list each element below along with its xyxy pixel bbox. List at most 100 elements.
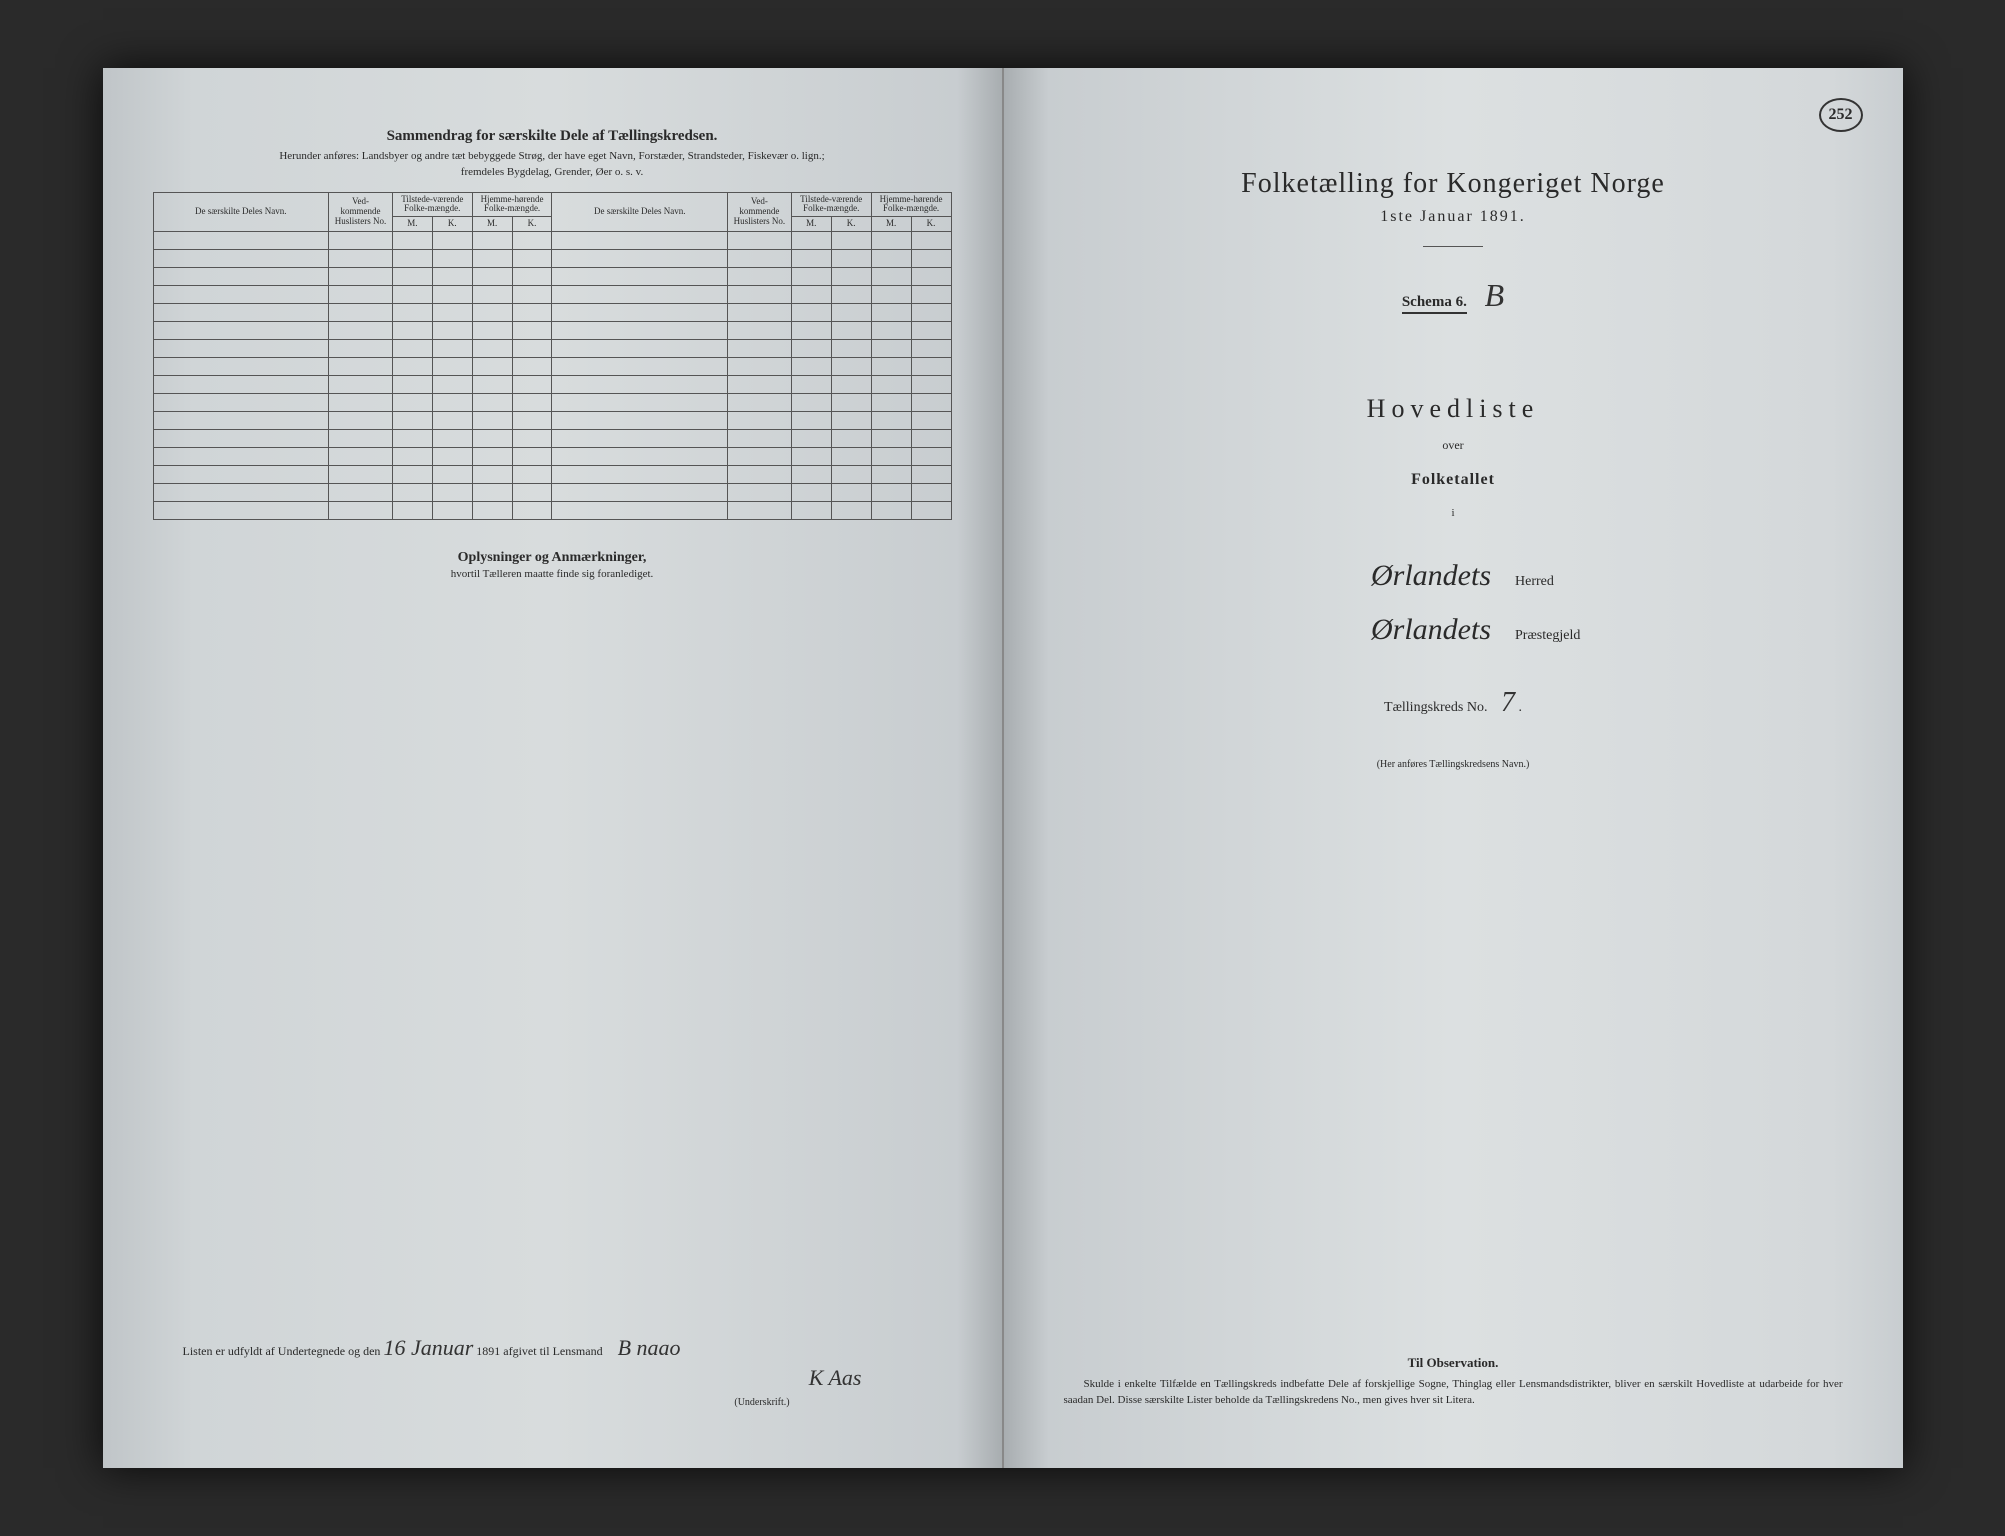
table-cell: [392, 394, 432, 412]
table-cell: [512, 232, 552, 250]
table-cell: [831, 412, 871, 430]
table-cell: [552, 322, 728, 340]
table-cell: [512, 358, 552, 376]
table-cell: [552, 484, 728, 502]
table-header-row-1: De særskilte Deles Navn. Ved-kommende Hu…: [153, 192, 951, 217]
table-cell: [871, 358, 911, 376]
table-cell: [911, 466, 951, 484]
table-cell: [831, 430, 871, 448]
table-cell: [472, 466, 512, 484]
table-cell: [512, 502, 552, 520]
table-cell: [911, 322, 951, 340]
table-cell: [153, 340, 329, 358]
table-cell: [153, 466, 329, 484]
table-cell: [831, 394, 871, 412]
table-cell: [432, 304, 472, 322]
table-cell: [329, 394, 393, 412]
table-cell: [512, 394, 552, 412]
table-row: [153, 232, 951, 250]
table-cell: [392, 412, 432, 430]
table-cell: [392, 484, 432, 502]
table-cell: [911, 340, 951, 358]
table-cell: [791, 466, 831, 484]
table-cell: [552, 304, 728, 322]
table-row: [153, 502, 951, 520]
table-cell: [153, 232, 329, 250]
table-cell: [472, 322, 512, 340]
table-cell: [911, 358, 951, 376]
table-cell: [831, 232, 871, 250]
table-cell: [871, 268, 911, 286]
table-cell: [512, 376, 552, 394]
table-cell: [432, 448, 472, 466]
table-cell: [552, 232, 728, 250]
signature-block: Listen er udfyldt af Undertegnede og den…: [183, 1335, 942, 1408]
main-date: 1ste Januar 1891.: [1054, 208, 1853, 226]
th-name-1: De særskilte Deles Navn.: [153, 192, 329, 232]
table-cell: [728, 502, 792, 520]
table-cell: [472, 340, 512, 358]
th-hjemme-1: Hjemme-hørende Folke-mængde.: [472, 192, 552, 217]
table-cell: [329, 286, 393, 304]
table-cell: [831, 448, 871, 466]
left-page: Sammendrag for særskilte Dele af Tælling…: [103, 68, 1004, 1468]
table-cell: [432, 412, 472, 430]
summary-tbody: [153, 232, 951, 520]
table-cell: [472, 484, 512, 502]
table-row: [153, 430, 951, 448]
table-cell: [512, 412, 552, 430]
table-cell: [392, 304, 432, 322]
table-cell: [472, 412, 512, 430]
table-row: [153, 448, 951, 466]
table-cell: [728, 304, 792, 322]
table-cell: [392, 286, 432, 304]
herred-label: Herred: [1515, 574, 1615, 590]
table-cell: [791, 394, 831, 412]
praestegjeld-row: Ørlandets Præstegjeld: [1054, 613, 1853, 647]
table-row: [153, 412, 951, 430]
table-cell: [831, 322, 871, 340]
praestegjeld-label: Præstegjeld: [1515, 628, 1615, 644]
table-cell: [392, 430, 432, 448]
table-cell: [153, 268, 329, 286]
folketallet-label: Folketallet: [1054, 471, 1853, 489]
table-cell: [791, 268, 831, 286]
table-row: [153, 358, 951, 376]
table-cell: [392, 322, 432, 340]
table-cell: [512, 268, 552, 286]
table-cell: [472, 394, 512, 412]
table-cell: [871, 502, 911, 520]
signature-prefix: Listen er udfyldt af Undertegnede og den: [183, 1344, 381, 1358]
table-cell: [728, 322, 792, 340]
table-cell: [392, 358, 432, 376]
table-cell: [472, 430, 512, 448]
table-cell: [791, 430, 831, 448]
table-cell: [512, 304, 552, 322]
i-label: i: [1054, 507, 1853, 519]
table-cell: [871, 430, 911, 448]
table-cell: [728, 394, 792, 412]
over-label: over: [1054, 438, 1853, 453]
table-cell: [871, 484, 911, 502]
table-cell: [329, 340, 393, 358]
table-cell: [791, 412, 831, 430]
table-cell: [432, 268, 472, 286]
summary-table: De særskilte Deles Navn. Ved-kommende Hu…: [153, 192, 952, 521]
kreds-row: Tællingskreds No. 7 .: [1054, 687, 1853, 719]
hovedliste-title: Hovedliste: [1054, 394, 1853, 424]
table-cell: [472, 502, 512, 520]
table-cell: [728, 466, 792, 484]
table-cell: [791, 502, 831, 520]
table-cell: [392, 268, 432, 286]
table-cell: [512, 250, 552, 268]
underskrift-label: (Underskrift.): [183, 1397, 942, 1408]
table-cell: [911, 484, 951, 502]
herred-row: Ørlandets Herred: [1054, 559, 1853, 593]
observation-block: Til Observation. Skulde i enkelte Tilfæl…: [1064, 1355, 1843, 1408]
th-k: K.: [911, 217, 951, 232]
table-cell: [512, 484, 552, 502]
table-cell: [153, 358, 329, 376]
table-cell: [329, 232, 393, 250]
observation-body: Skulde i enkelte Tilfælde en Tællingskre…: [1064, 1377, 1843, 1408]
table-cell: [329, 448, 393, 466]
